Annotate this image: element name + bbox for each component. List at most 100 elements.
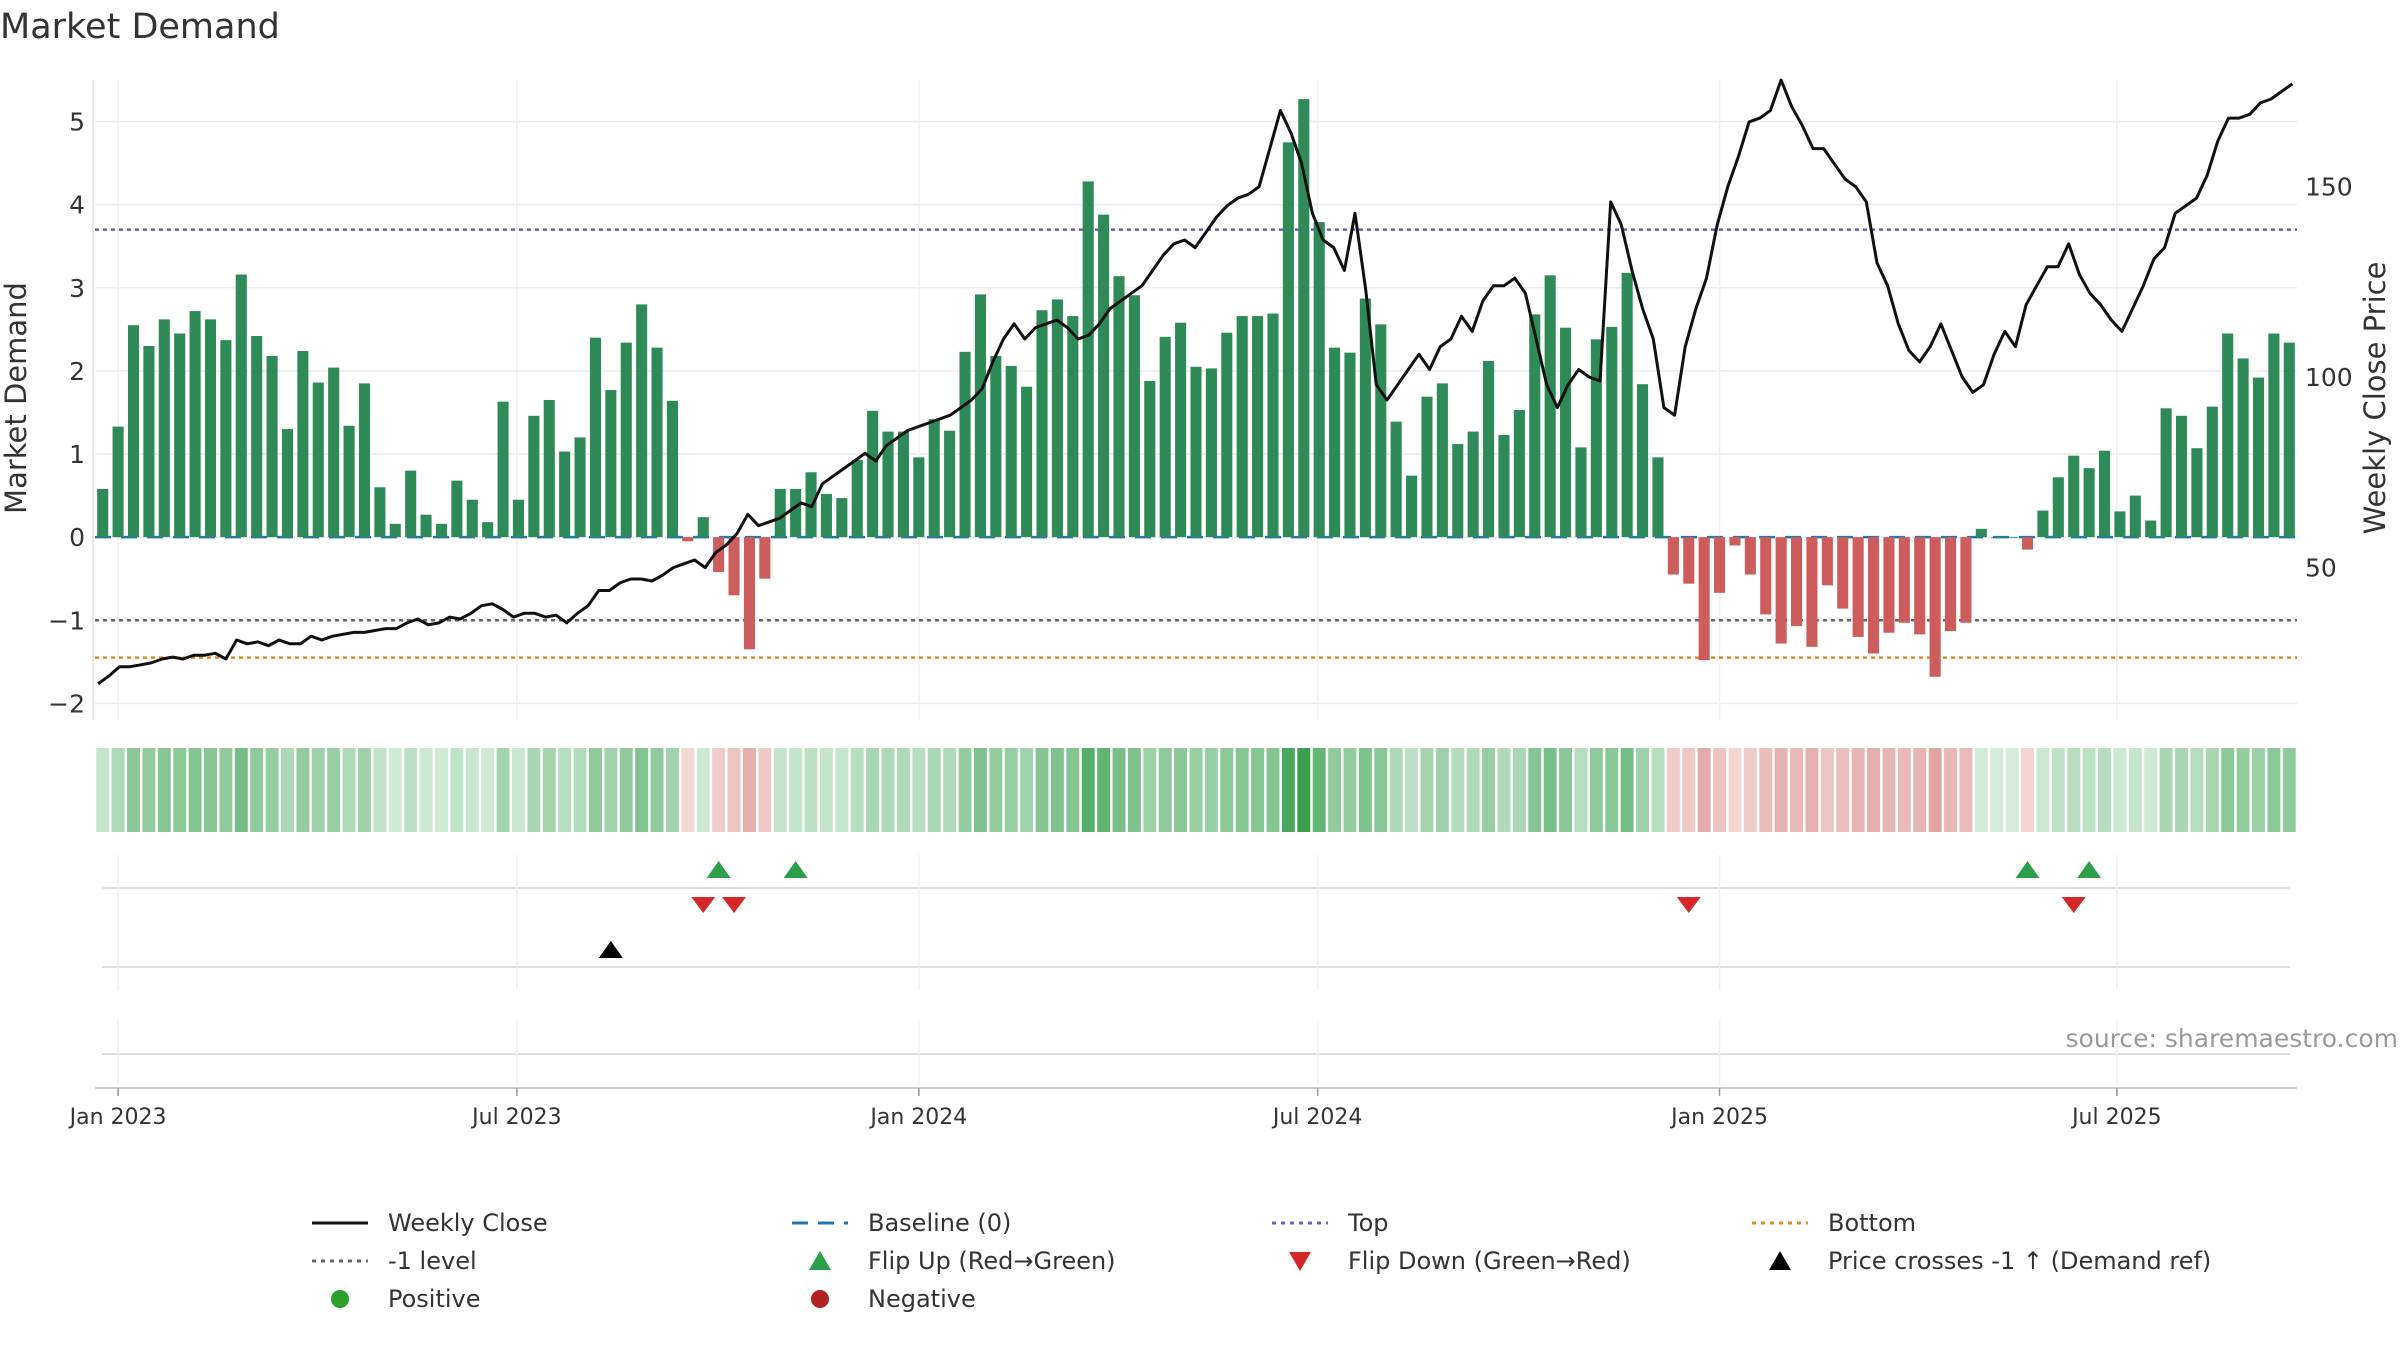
heat-cell	[958, 748, 972, 832]
heat-cell	[773, 748, 787, 832]
y-axis-left-label: Market Demand	[0, 282, 33, 514]
heat-cell	[650, 748, 664, 832]
demand-bar-positive	[358, 383, 371, 538]
y-left-tick-label: 0	[69, 523, 85, 552]
heat-cell	[943, 748, 957, 832]
heat-cell	[558, 748, 572, 832]
x-tick-label: Jul 2024	[1271, 1105, 1363, 1130]
legend-label: Negative	[868, 1285, 976, 1313]
heat-cell	[127, 748, 140, 832]
heat-cell	[1312, 748, 1326, 832]
heat-cell	[465, 748, 479, 832]
source-label: source: sharemaestro.com	[2066, 1024, 2399, 1053]
demand-bar-positive	[1128, 295, 1140, 538]
demand-bar-positive	[1082, 181, 1094, 538]
solid-line-icon	[312, 1221, 368, 1225]
demand-bar-positive	[790, 488, 802, 538]
demand-bar-positive	[1498, 434, 1510, 538]
demand-bar-positive	[1560, 327, 1572, 538]
heat-cell	[1743, 748, 1757, 832]
demand-bar-positive	[2098, 450, 2111, 538]
heat-cell	[111, 748, 125, 832]
heat-cell	[681, 748, 695, 832]
demand-bar-positive	[2175, 415, 2188, 538]
demand-bar-positive	[697, 517, 709, 538]
demand-bar-positive	[1375, 324, 1387, 538]
demand-bar-positive	[266, 355, 278, 538]
heat-cell	[1851, 748, 1865, 832]
demand-bar-negative	[1729, 537, 1741, 546]
heat-cell	[2005, 748, 2019, 832]
dotted-line-icon	[312, 1259, 368, 1263]
demand-bar-positive	[1221, 332, 1233, 538]
demand-bar-positive	[220, 340, 232, 538]
demand-bar-negative	[1775, 537, 1787, 644]
heat-cell	[850, 748, 864, 832]
demand-bar-negative	[1852, 537, 1864, 637]
heat-cell	[1235, 748, 1249, 832]
demand-bar-positive	[2145, 520, 2157, 538]
heat-cell	[912, 748, 926, 832]
heat-cell	[1543, 748, 1557, 832]
heat-cell	[1790, 748, 1804, 832]
heat-cell	[1420, 748, 1434, 832]
heat-cell	[1805, 748, 1819, 832]
heat-cell	[1882, 748, 1896, 832]
demand-bar-positive	[1621, 272, 1633, 538]
demand-bar-negative	[1683, 537, 1695, 584]
heat-cell	[1081, 748, 1095, 832]
demand-bar-negative	[1806, 537, 1818, 647]
heat-cell	[742, 748, 756, 832]
demand-bar-negative	[1744, 537, 1756, 575]
y-left-tick-label: 3	[69, 274, 85, 303]
demand-bar-positive	[589, 337, 601, 538]
demand-bar-positive	[867, 410, 879, 538]
y-left-tick-label: −1	[48, 606, 85, 635]
demand-bar-positive	[235, 274, 247, 538]
heat-cell	[296, 748, 310, 832]
demand-bar-positive	[1513, 409, 1525, 538]
demand-bar-positive	[528, 415, 540, 538]
heat-cell	[265, 748, 279, 832]
heat-cell	[1713, 748, 1727, 832]
heat-cell	[635, 748, 649, 832]
demand-bar-negative	[1883, 537, 1895, 633]
heat-cell	[1204, 748, 1218, 832]
demand-bar-negative	[759, 537, 771, 579]
heat-cell	[1944, 748, 1957, 832]
demand-bar-positive	[1236, 316, 1248, 538]
demand-bar-positive	[1406, 475, 1418, 538]
triangle-down-icon	[1289, 1252, 1311, 1271]
legend-label: Weekly Close	[388, 1209, 548, 1237]
flip-down-marker	[691, 897, 716, 913]
demand-bar-positive	[97, 488, 109, 538]
heat-cell	[450, 748, 464, 832]
weekly-close-line	[97, 78, 2294, 686]
demand-bar-positive	[2222, 333, 2234, 538]
legend-label: Top	[1348, 1209, 1389, 1237]
demand-bar-positive	[158, 319, 170, 538]
legend-minus-one: -1 level	[310, 1246, 477, 1276]
heat-cell	[219, 748, 233, 832]
demand-bar-positive	[1036, 310, 1048, 538]
heat-cell	[1774, 748, 1788, 832]
demand-bar-positive	[1021, 386, 1033, 538]
heat-cell	[1497, 748, 1511, 832]
heat-cell	[1343, 748, 1357, 832]
heat-cell	[2036, 748, 2050, 832]
demand-bar-positive	[1544, 275, 1556, 538]
heat-cell	[2098, 748, 2111, 832]
demand-bar-positive	[2237, 358, 2249, 538]
demand-bar-positive	[1652, 457, 1664, 538]
demand-bar-positive	[2191, 448, 2203, 538]
heat-cell	[542, 748, 556, 832]
heat-cell	[204, 748, 217, 832]
demand-bar-positive	[1467, 431, 1479, 538]
heat-cell	[281, 748, 294, 832]
heat-cell	[1636, 748, 1650, 832]
legend-baseline: Baseline (0)	[790, 1208, 1011, 1238]
red-dot-icon	[811, 1290, 829, 1308]
demand-bar-positive	[1483, 360, 1495, 538]
heat-cell	[1389, 748, 1403, 832]
demand-bar-positive	[466, 499, 478, 538]
